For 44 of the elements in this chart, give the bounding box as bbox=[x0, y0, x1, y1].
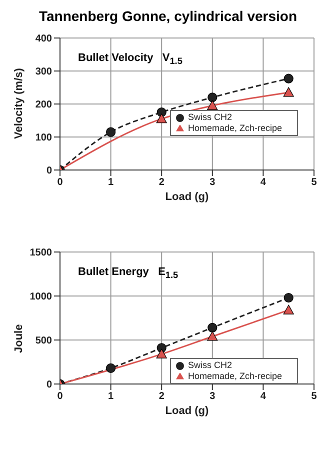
annotation: Bullet Velocity V$_{1.5}$ bbox=[78, 52, 182, 66]
x-tick-label: 4 bbox=[260, 177, 266, 188]
point bbox=[106, 363, 116, 373]
legend-label: Homemade, Zch-recipe bbox=[188, 123, 282, 133]
point bbox=[208, 322, 218, 332]
y-tick-label: 1000 bbox=[30, 292, 52, 303]
y-tick-label: 300 bbox=[35, 66, 52, 78]
x-tick-label: 4 bbox=[260, 391, 266, 402]
point bbox=[106, 127, 116, 137]
x-tick-label: 0 bbox=[57, 177, 64, 188]
point bbox=[208, 92, 218, 102]
point bbox=[283, 304, 294, 314]
x-tick-label: 5 bbox=[311, 177, 318, 188]
x-axis-title: Load (g) bbox=[165, 191, 210, 203]
chart-title: Tannenberg Gonne, cylindrical version bbox=[38, 8, 298, 24]
y-tick-label: 0 bbox=[46, 380, 52, 391]
legend-label: Homemade, Zch-recipe bbox=[188, 371, 282, 381]
point bbox=[156, 348, 167, 358]
x-tick-label: 2 bbox=[158, 177, 165, 188]
legend-label: Swiss CH2 bbox=[188, 360, 232, 370]
x-tick-label: 5 bbox=[311, 391, 318, 402]
y-tick-label: 0 bbox=[46, 166, 52, 177]
point bbox=[207, 100, 218, 110]
x-tick-label: 3 bbox=[210, 177, 216, 188]
point bbox=[207, 331, 218, 341]
y-axis-title: Joule bbox=[12, 324, 25, 353]
point bbox=[284, 292, 294, 303]
x-tick-label: 3 bbox=[210, 391, 216, 402]
y-tick-label: 500 bbox=[35, 336, 52, 347]
x-tick-label: 1 bbox=[108, 391, 114, 402]
x-axis-title: Load (g) bbox=[165, 405, 210, 417]
x-tick-label: 2 bbox=[158, 391, 165, 402]
x-tick-label: 1 bbox=[108, 177, 114, 188]
annotation: Bullet Energy E$_{1.5}$ bbox=[78, 266, 178, 280]
y-tick-label: 200 bbox=[35, 100, 52, 111]
legend-label: Swiss CH2 bbox=[188, 112, 232, 122]
y-axis-title: Velocity (m/s) bbox=[12, 68, 25, 139]
x-tick-label: 0 bbox=[57, 391, 64, 402]
y-tick-label: 100 bbox=[35, 132, 52, 144]
point bbox=[283, 87, 294, 97]
y-tick-label: 400 bbox=[35, 34, 52, 45]
y-tick-label: 1500 bbox=[30, 248, 52, 259]
point bbox=[156, 114, 167, 124]
point bbox=[284, 74, 294, 84]
